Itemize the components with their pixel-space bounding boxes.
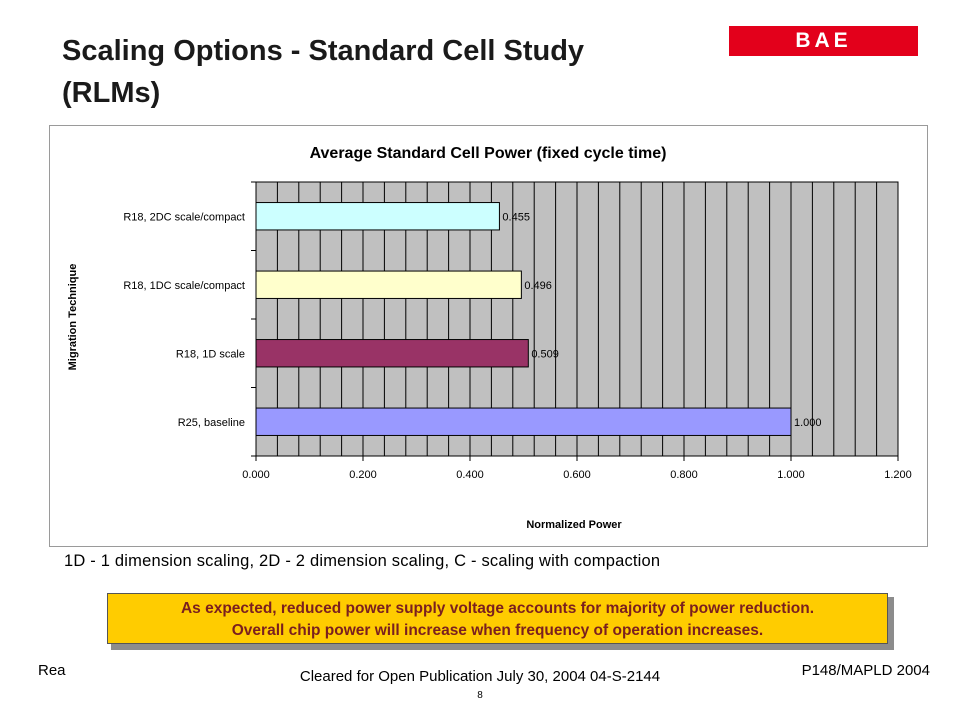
- x-axis-label: Normalized Power: [526, 519, 622, 531]
- bar: [255, 339, 529, 368]
- chart-frame: Average Standard Cell Power (fixed cycle…: [49, 125, 928, 547]
- callout-line-1: As expected, reduced power supply voltag…: [180, 600, 815, 617]
- bar: [255, 407, 792, 436]
- x-tick-label: 0.800: [670, 469, 698, 481]
- footer-clearance: Cleared for Open Publication July 30, 20…: [299, 668, 661, 685]
- data-label: 0.496: [524, 280, 552, 292]
- data-label: 0.509: [531, 348, 559, 360]
- axes: 0.000 0.200 0.400 0.600 0.800 1.000 1.200: [242, 181, 912, 481]
- slide-title: Scaling Options - Standard Cell Study (R…: [62, 35, 585, 109]
- x-tick-label: 1.200: [884, 469, 912, 481]
- data-label: 1.000: [794, 417, 822, 429]
- chart-title: Average Standard Cell Power (fixed cycle…: [310, 145, 667, 162]
- bae-systems-logo: BAE SYSTEMS: [729, 26, 918, 82]
- x-tick-label: 0.200: [349, 469, 377, 481]
- callout-line-2: Overall chip power will increase when fr…: [231, 622, 764, 639]
- data-label: 0.455: [502, 211, 530, 223]
- footnote: 1D - 1 dimension scaling, 2D - 2 dimensi…: [64, 552, 661, 570]
- category-label: R18, 2DC scale/compact: [123, 211, 245, 223]
- page-number: 8: [477, 690, 483, 701]
- y-axis-label: Migration Technique: [67, 264, 79, 371]
- bars: 0.455 R18, 2DC scale/compact 0.496 R18, 1DC…: [123, 202, 822, 436]
- category-label: R18, 1D scale: [176, 348, 245, 360]
- bar-chart: Average Standard Cell Power (fixed cycle…: [67, 145, 912, 531]
- callout-box: As expected, reduced power supply voltag…: [107, 593, 888, 644]
- bar: [255, 270, 522, 299]
- footer-conference: P148/MAPLD 2004: [801, 662, 930, 679]
- bar: [255, 202, 500, 231]
- x-tick-label: 0.400: [456, 469, 484, 481]
- category-label: R18, 1DC scale/compact: [123, 280, 245, 292]
- x-tick-label: 0.000: [242, 469, 270, 481]
- x-tick-label: 0.600: [563, 469, 591, 481]
- category-label: R25, baseline: [178, 417, 245, 429]
- x-tick-label: 1.000: [777, 469, 805, 481]
- footer-author: Rea: [38, 662, 66, 679]
